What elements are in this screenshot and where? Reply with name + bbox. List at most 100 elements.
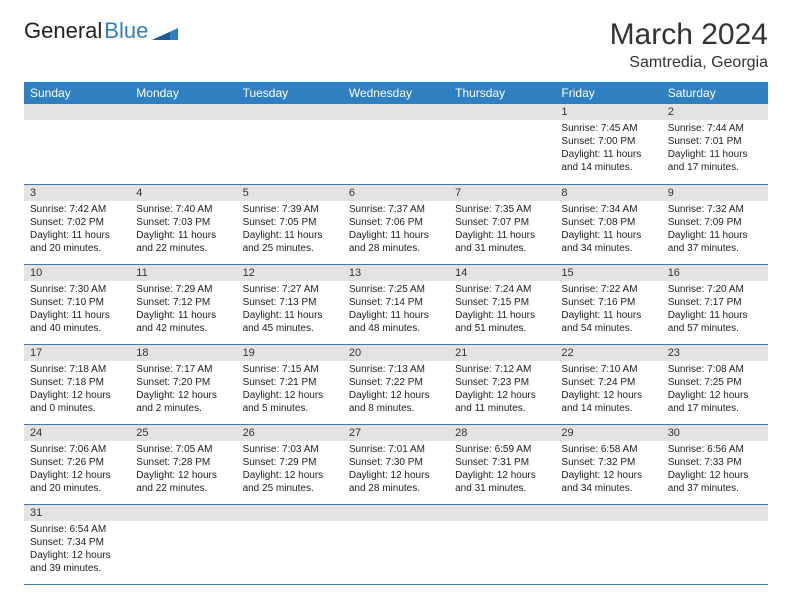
day-number: 24 <box>24 425 130 441</box>
day-details: Sunrise: 7:20 AMSunset: 7:17 PMDaylight:… <box>662 281 768 339</box>
day-details: Sunrise: 6:59 AMSunset: 7:31 PMDaylight:… <box>449 441 555 499</box>
day-details: Sunrise: 7:34 AMSunset: 7:08 PMDaylight:… <box>555 201 661 259</box>
location-label: Samtredia, Georgia <box>610 54 768 72</box>
calendar-cell: 4Sunrise: 7:40 AMSunset: 7:03 PMDaylight… <box>130 184 236 264</box>
calendar-cell: 2Sunrise: 7:44 AMSunset: 7:01 PMDaylight… <box>662 104 768 184</box>
calendar-cell: 7Sunrise: 7:35 AMSunset: 7:07 PMDaylight… <box>449 184 555 264</box>
month-title: March 2024 <box>610 18 768 52</box>
day-details: Sunrise: 7:35 AMSunset: 7:07 PMDaylight:… <box>449 201 555 259</box>
day-details: Sunrise: 7:08 AMSunset: 7:25 PMDaylight:… <box>662 361 768 419</box>
day-details: Sunrise: 7:06 AMSunset: 7:26 PMDaylight:… <box>24 441 130 499</box>
calendar-cell: 10Sunrise: 7:30 AMSunset: 7:10 PMDayligh… <box>24 264 130 344</box>
brand-logo: GeneralBlue <box>24 18 178 44</box>
day-number: 13 <box>343 265 449 281</box>
day-details: Sunrise: 7:17 AMSunset: 7:20 PMDaylight:… <box>130 361 236 419</box>
calendar-cell <box>343 504 449 584</box>
calendar-cell: 18Sunrise: 7:17 AMSunset: 7:20 PMDayligh… <box>130 344 236 424</box>
calendar-cell: 24Sunrise: 7:06 AMSunset: 7:26 PMDayligh… <box>24 424 130 504</box>
calendar-cell: 28Sunrise: 6:59 AMSunset: 7:31 PMDayligh… <box>449 424 555 504</box>
day-number: 20 <box>343 345 449 361</box>
calendar-cell <box>555 504 661 584</box>
day-details: Sunrise: 7:29 AMSunset: 7:12 PMDaylight:… <box>130 281 236 339</box>
day-details: Sunrise: 7:40 AMSunset: 7:03 PMDaylight:… <box>130 201 236 259</box>
weekday-header: Wednesday <box>343 82 449 104</box>
day-details: Sunrise: 7:10 AMSunset: 7:24 PMDaylight:… <box>555 361 661 419</box>
day-details: Sunrise: 7:01 AMSunset: 7:30 PMDaylight:… <box>343 441 449 499</box>
day-number: 21 <box>449 345 555 361</box>
calendar-cell: 23Sunrise: 7:08 AMSunset: 7:25 PMDayligh… <box>662 344 768 424</box>
day-number: 14 <box>449 265 555 281</box>
calendar-cell: 14Sunrise: 7:24 AMSunset: 7:15 PMDayligh… <box>449 264 555 344</box>
day-number: 10 <box>24 265 130 281</box>
calendar-cell: 3Sunrise: 7:42 AMSunset: 7:02 PMDaylight… <box>24 184 130 264</box>
day-number: 12 <box>237 265 343 281</box>
calendar-cell: 13Sunrise: 7:25 AMSunset: 7:14 PMDayligh… <box>343 264 449 344</box>
calendar-cell: 5Sunrise: 7:39 AMSunset: 7:05 PMDaylight… <box>237 184 343 264</box>
day-number: 11 <box>130 265 236 281</box>
day-number: 2 <box>662 104 768 120</box>
day-details: Sunrise: 7:45 AMSunset: 7:00 PMDaylight:… <box>555 120 661 178</box>
calendar-cell: 21Sunrise: 7:12 AMSunset: 7:23 PMDayligh… <box>449 344 555 424</box>
weekday-header: Tuesday <box>237 82 343 104</box>
day-number-empty <box>237 505 343 521</box>
day-details: Sunrise: 7:05 AMSunset: 7:28 PMDaylight:… <box>130 441 236 499</box>
day-details: Sunrise: 6:58 AMSunset: 7:32 PMDaylight:… <box>555 441 661 499</box>
day-number: 27 <box>343 425 449 441</box>
calendar-table: SundayMondayTuesdayWednesdayThursdayFrid… <box>24 82 768 585</box>
day-details: Sunrise: 7:03 AMSunset: 7:29 PMDaylight:… <box>237 441 343 499</box>
calendar-cell: 1Sunrise: 7:45 AMSunset: 7:00 PMDaylight… <box>555 104 661 184</box>
weekday-header: Friday <box>555 82 661 104</box>
brand-part1: General <box>24 18 102 44</box>
weekday-header: Thursday <box>449 82 555 104</box>
day-number: 16 <box>662 265 768 281</box>
calendar-week-row: 17Sunrise: 7:18 AMSunset: 7:18 PMDayligh… <box>24 344 768 424</box>
calendar-cell: 29Sunrise: 6:58 AMSunset: 7:32 PMDayligh… <box>555 424 661 504</box>
calendar-cell <box>343 104 449 184</box>
day-number: 8 <box>555 185 661 201</box>
day-number-empty <box>662 505 768 521</box>
day-number: 25 <box>130 425 236 441</box>
day-number-empty <box>343 104 449 120</box>
day-details: Sunrise: 7:12 AMSunset: 7:23 PMDaylight:… <box>449 361 555 419</box>
title-block: March 2024 Samtredia, Georgia <box>610 18 768 72</box>
calendar-cell: 16Sunrise: 7:20 AMSunset: 7:17 PMDayligh… <box>662 264 768 344</box>
day-details: Sunrise: 7:24 AMSunset: 7:15 PMDaylight:… <box>449 281 555 339</box>
calendar-cell: 8Sunrise: 7:34 AMSunset: 7:08 PMDaylight… <box>555 184 661 264</box>
day-details: Sunrise: 7:32 AMSunset: 7:09 PMDaylight:… <box>662 201 768 259</box>
day-number-empty <box>237 104 343 120</box>
calendar-week-row: 3Sunrise: 7:42 AMSunset: 7:02 PMDaylight… <box>24 184 768 264</box>
day-number: 18 <box>130 345 236 361</box>
day-number: 3 <box>24 185 130 201</box>
calendar-cell <box>237 504 343 584</box>
day-number-empty <box>130 104 236 120</box>
day-number: 31 <box>24 505 130 521</box>
weekday-header-row: SundayMondayTuesdayWednesdayThursdayFrid… <box>24 82 768 104</box>
calendar-cell: 31Sunrise: 6:54 AMSunset: 7:34 PMDayligh… <box>24 504 130 584</box>
brand-part2: Blue <box>104 18 148 44</box>
calendar-cell: 17Sunrise: 7:18 AMSunset: 7:18 PMDayligh… <box>24 344 130 424</box>
day-number: 6 <box>343 185 449 201</box>
calendar-cell: 11Sunrise: 7:29 AMSunset: 7:12 PMDayligh… <box>130 264 236 344</box>
day-number-empty <box>449 505 555 521</box>
day-details: Sunrise: 7:37 AMSunset: 7:06 PMDaylight:… <box>343 201 449 259</box>
calendar-cell: 12Sunrise: 7:27 AMSunset: 7:13 PMDayligh… <box>237 264 343 344</box>
calendar-cell: 15Sunrise: 7:22 AMSunset: 7:16 PMDayligh… <box>555 264 661 344</box>
calendar-week-row: 24Sunrise: 7:06 AMSunset: 7:26 PMDayligh… <box>24 424 768 504</box>
day-number: 26 <box>237 425 343 441</box>
calendar-body: 1Sunrise: 7:45 AMSunset: 7:00 PMDaylight… <box>24 104 768 584</box>
day-number-empty <box>555 505 661 521</box>
day-number: 22 <box>555 345 661 361</box>
day-details: Sunrise: 7:42 AMSunset: 7:02 PMDaylight:… <box>24 201 130 259</box>
day-details: Sunrise: 7:22 AMSunset: 7:16 PMDaylight:… <box>555 281 661 339</box>
calendar-cell <box>662 504 768 584</box>
day-details: Sunrise: 7:15 AMSunset: 7:21 PMDaylight:… <box>237 361 343 419</box>
day-details: Sunrise: 7:25 AMSunset: 7:14 PMDaylight:… <box>343 281 449 339</box>
calendar-week-row: 1Sunrise: 7:45 AMSunset: 7:00 PMDaylight… <box>24 104 768 184</box>
day-number: 4 <box>130 185 236 201</box>
calendar-cell: 22Sunrise: 7:10 AMSunset: 7:24 PMDayligh… <box>555 344 661 424</box>
day-details: Sunrise: 7:13 AMSunset: 7:22 PMDaylight:… <box>343 361 449 419</box>
day-number: 23 <box>662 345 768 361</box>
calendar-cell <box>449 104 555 184</box>
calendar-cell: 30Sunrise: 6:56 AMSunset: 7:33 PMDayligh… <box>662 424 768 504</box>
day-number: 19 <box>237 345 343 361</box>
